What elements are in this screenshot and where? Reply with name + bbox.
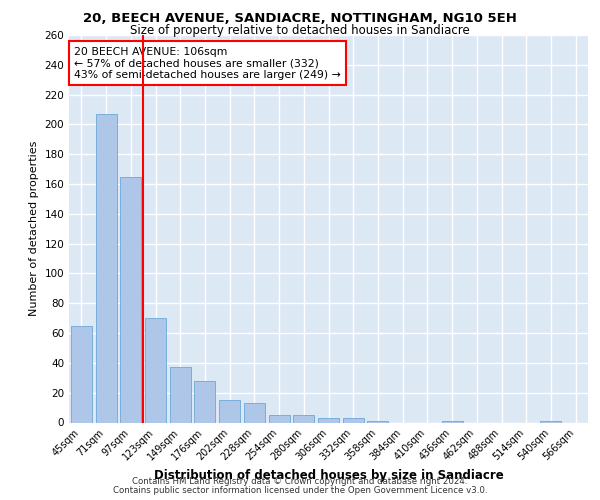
Text: 20, BEECH AVENUE, SANDIACRE, NOTTINGHAM, NG10 5EH: 20, BEECH AVENUE, SANDIACRE, NOTTINGHAM,… (83, 12, 517, 26)
Text: Contains HM Land Registry data © Crown copyright and database right 2024.: Contains HM Land Registry data © Crown c… (132, 478, 468, 486)
Bar (120, 176, 141, 422)
Bar (145, 318, 166, 422)
Bar (541, 421, 562, 422)
Bar (367, 421, 388, 422)
Bar (71, 326, 92, 422)
X-axis label: Distribution of detached houses by size in Sandiacre: Distribution of detached houses by size … (154, 469, 503, 482)
Bar (269, 415, 290, 422)
Bar (442, 421, 463, 422)
Text: Size of property relative to detached houses in Sandiacre: Size of property relative to detached ho… (130, 24, 470, 37)
Bar (318, 418, 339, 422)
Bar (194, 381, 215, 422)
Bar (244, 403, 265, 422)
Bar (170, 368, 191, 422)
Bar (95, 114, 116, 422)
Y-axis label: Number of detached properties: Number of detached properties (29, 141, 39, 316)
Bar (293, 415, 314, 422)
Text: Contains public sector information licensed under the Open Government Licence v3: Contains public sector information licen… (113, 486, 487, 495)
Text: 20 BEECH AVENUE: 106sqm
← 57% of detached houses are smaller (332)
43% of semi-d: 20 BEECH AVENUE: 106sqm ← 57% of detache… (74, 46, 341, 80)
Bar (219, 400, 240, 422)
Bar (343, 418, 364, 422)
